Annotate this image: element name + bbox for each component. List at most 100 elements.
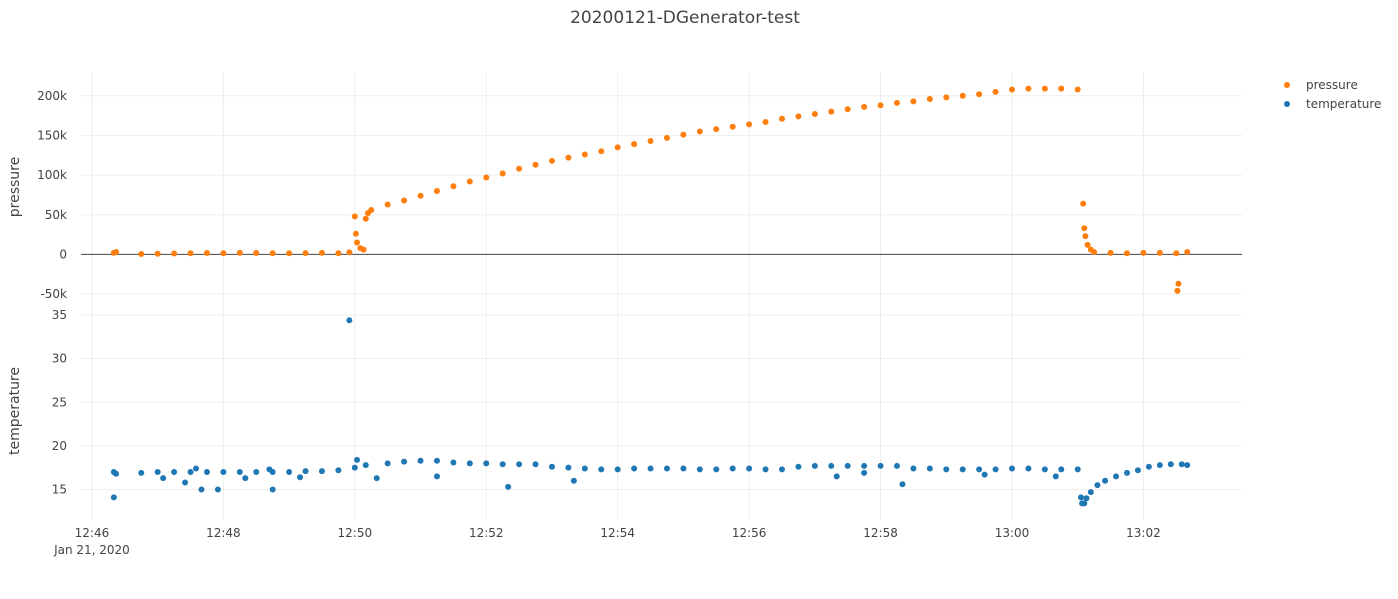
temperature-point[interactable]: [266, 466, 273, 473]
pressure-point[interactable]: [926, 95, 933, 102]
pressure-point[interactable]: [795, 113, 802, 120]
temperature-point[interactable]: [1145, 463, 1152, 470]
pressure-point[interactable]: [401, 197, 408, 204]
temperature-point[interactable]: [236, 469, 243, 476]
pressure-point[interactable]: [828, 108, 835, 115]
temperature-point[interactable]: [910, 465, 917, 472]
temperature-point[interactable]: [1156, 462, 1163, 469]
temperature-point[interactable]: [269, 486, 276, 493]
temperature-point[interactable]: [1102, 477, 1109, 484]
pressure-point[interactable]: [351, 213, 358, 220]
pressure-point[interactable]: [729, 123, 736, 130]
pressure-point[interactable]: [433, 187, 440, 194]
pressure-point[interactable]: [614, 144, 621, 151]
pressure-point[interactable]: [631, 141, 638, 148]
pressure-point[interactable]: [762, 118, 769, 125]
temperature-point[interactable]: [943, 466, 950, 473]
temperature-point[interactable]: [362, 462, 369, 469]
temperature-point[interactable]: [614, 466, 621, 473]
pressure-point[interactable]: [1123, 250, 1130, 257]
pressure-point[interactable]: [1156, 249, 1163, 256]
temperature-point[interactable]: [1074, 466, 1081, 473]
temperature-point[interactable]: [746, 465, 753, 472]
pressure-point[interactable]: [1173, 250, 1180, 257]
temperature-point[interactable]: [893, 462, 900, 469]
pressure-point[interactable]: [663, 134, 670, 141]
pressure-point[interactable]: [598, 148, 605, 155]
pressure-point[interactable]: [466, 178, 473, 185]
pressure-point[interactable]: [417, 192, 424, 199]
temperature-point[interactable]: [581, 465, 588, 472]
temperature-point[interactable]: [171, 469, 178, 476]
temperature-point[interactable]: [1123, 469, 1130, 476]
temperature-point[interactable]: [193, 465, 200, 472]
pressure-point[interactable]: [811, 111, 818, 118]
temperature-point[interactable]: [242, 475, 249, 482]
temperature-point[interactable]: [570, 477, 577, 484]
pressure-point[interactable]: [746, 121, 753, 128]
pressure-point[interactable]: [1184, 249, 1191, 256]
temperature-point[interactable]: [1008, 465, 1015, 472]
temperature-point[interactable]: [113, 470, 120, 477]
temperature-point[interactable]: [302, 468, 309, 475]
pressure-point[interactable]: [354, 239, 361, 246]
pressure-point[interactable]: [959, 92, 966, 99]
temperature-point[interactable]: [680, 465, 687, 472]
temperature-point[interactable]: [1077, 494, 1084, 501]
legend-item-temperature[interactable]: temperature: [1284, 97, 1381, 111]
temperature-point[interactable]: [565, 464, 572, 471]
temperature-point[interactable]: [548, 463, 555, 470]
pressure-point[interactable]: [335, 250, 342, 257]
temperature-point[interactable]: [663, 465, 670, 472]
pressure-point[interactable]: [532, 161, 539, 168]
pressure-point[interactable]: [1025, 85, 1032, 92]
temperature-point[interactable]: [450, 459, 457, 466]
pressure-point[interactable]: [1008, 86, 1015, 93]
temperature-point[interactable]: [795, 463, 802, 470]
pressure-point[interactable]: [680, 131, 687, 138]
temperature-point[interactable]: [198, 486, 205, 493]
temperature-point[interactable]: [1167, 461, 1174, 468]
temperature-point[interactable]: [1094, 482, 1101, 489]
temperature-point[interactable]: [297, 474, 304, 481]
temperature-point[interactable]: [1134, 467, 1141, 474]
pressure-point[interactable]: [138, 251, 145, 258]
temperature-point[interactable]: [899, 481, 906, 488]
pressure-point[interactable]: [1174, 287, 1181, 294]
temperature-point[interactable]: [318, 468, 325, 475]
temperature-point[interactable]: [696, 466, 703, 473]
pressure-point[interactable]: [581, 151, 588, 158]
temperature-point[interactable]: [483, 460, 490, 467]
temperature-point[interactable]: [384, 460, 391, 467]
pressure-point[interactable]: [976, 91, 983, 98]
pressure-point[interactable]: [269, 250, 276, 257]
pressure-point[interactable]: [499, 170, 506, 177]
pressure-point[interactable]: [360, 246, 367, 253]
temperature-point[interactable]: [203, 469, 210, 476]
temperature-point[interactable]: [1052, 473, 1059, 480]
temperature-point[interactable]: [1025, 465, 1032, 472]
temperature-point[interactable]: [1184, 462, 1191, 469]
temperature-point[interactable]: [631, 465, 638, 472]
temperature-point[interactable]: [1041, 466, 1048, 473]
pressure-point[interactable]: [1041, 85, 1048, 92]
temperature-point[interactable]: [861, 462, 868, 469]
pressure-point[interactable]: [1058, 85, 1065, 92]
temperature-point[interactable]: [844, 462, 851, 469]
temperature-point[interactable]: [1178, 461, 1185, 468]
pressure-point[interactable]: [647, 138, 654, 144]
pressure-point[interactable]: [910, 98, 917, 105]
temperature-point[interactable]: [762, 466, 769, 473]
temperature-point[interactable]: [1087, 489, 1094, 496]
temperature-point[interactable]: [647, 465, 654, 472]
temperature-point[interactable]: [253, 469, 260, 476]
temperature-point[interactable]: [877, 462, 884, 469]
temperature-point[interactable]: [729, 465, 736, 472]
pressure-point[interactable]: [187, 250, 194, 257]
temperature-point[interactable]: [286, 469, 293, 476]
temperature-point[interactable]: [713, 466, 720, 473]
temperature-point[interactable]: [1113, 473, 1120, 480]
pressure-point[interactable]: [893, 99, 900, 106]
temperature-point[interactable]: [351, 464, 358, 471]
temperature-point[interactable]: [499, 461, 506, 468]
